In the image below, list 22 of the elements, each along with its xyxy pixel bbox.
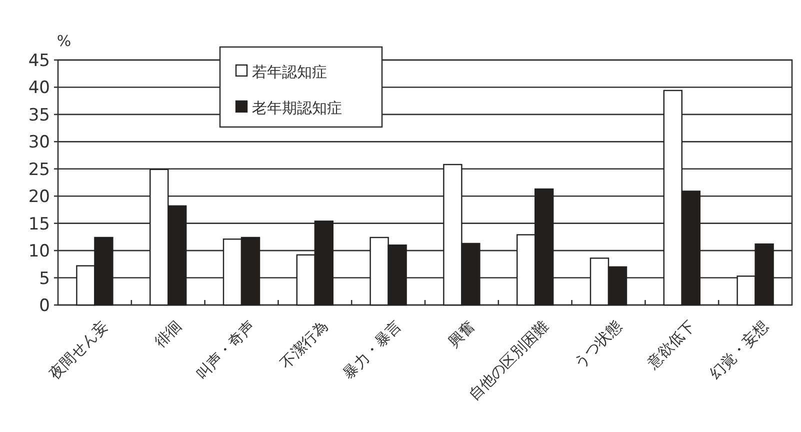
x-tick-label: 幻覚・妄想 — [706, 317, 772, 383]
y-tick-label: 10 — [28, 242, 50, 262]
legend-label: 老年期認知症 — [252, 99, 342, 117]
y-tick-label: 35 — [28, 105, 50, 126]
x-tick-label: 夜間せん妄 — [46, 317, 112, 383]
x-tick-label: 意欲低下 — [642, 317, 699, 373]
x-tick-label: 叫声・奇声 — [192, 317, 258, 383]
x-tick-label: うつ状態 — [570, 317, 626, 372]
y-tick-label: 20 — [28, 187, 50, 208]
y-tick-label: 5 — [39, 268, 50, 289]
legend-label: 若年認知症 — [252, 63, 327, 81]
y-tick-label: 40 — [28, 78, 50, 98]
y-tick-label: 30 — [28, 132, 50, 153]
x-tick-label: 興奮 — [444, 317, 478, 351]
y-tick-label: 15 — [28, 214, 50, 234]
x-tick-label: 暴力・暴言 — [339, 317, 406, 383]
y-tick-label: 45 — [28, 51, 50, 71]
y-tick-label: 0 — [39, 296, 50, 316]
y-axis-title: % — [56, 32, 72, 50]
x-tick-label: 不潔行為 — [276, 317, 332, 372]
x-tick-label: 徘徊 — [150, 317, 185, 351]
y-tick-label: 25 — [28, 160, 50, 180]
